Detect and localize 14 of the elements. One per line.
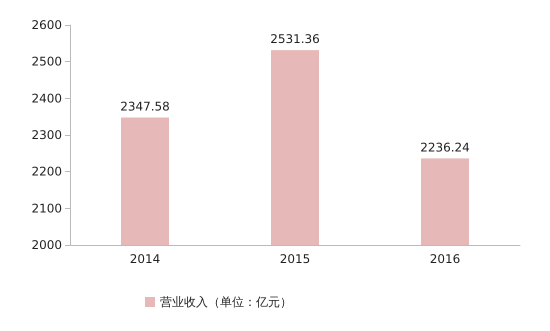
y-tick-label: 2500 — [31, 54, 62, 69]
y-tick-label: 2600 — [31, 18, 62, 32]
y-tick-label: 2300 — [31, 128, 62, 142]
legend-label: 营业收入（单位：亿元） — [160, 295, 292, 309]
y-tick-label: 2400 — [31, 91, 62, 106]
x-tick-label: 2015 — [280, 252, 310, 266]
x-tick-label: 2014 — [130, 252, 160, 266]
y-tick-label: 2100 — [31, 201, 62, 216]
data-label: 2531.36 — [270, 32, 320, 46]
data-label: 2236.24 — [420, 140, 470, 154]
y-tick-label: 2200 — [31, 164, 62, 179]
x-tick-label: 2016 — [430, 252, 460, 266]
y-tick-label: 2000 — [31, 238, 62, 252]
data-label: 2347.58 — [120, 100, 170, 114]
